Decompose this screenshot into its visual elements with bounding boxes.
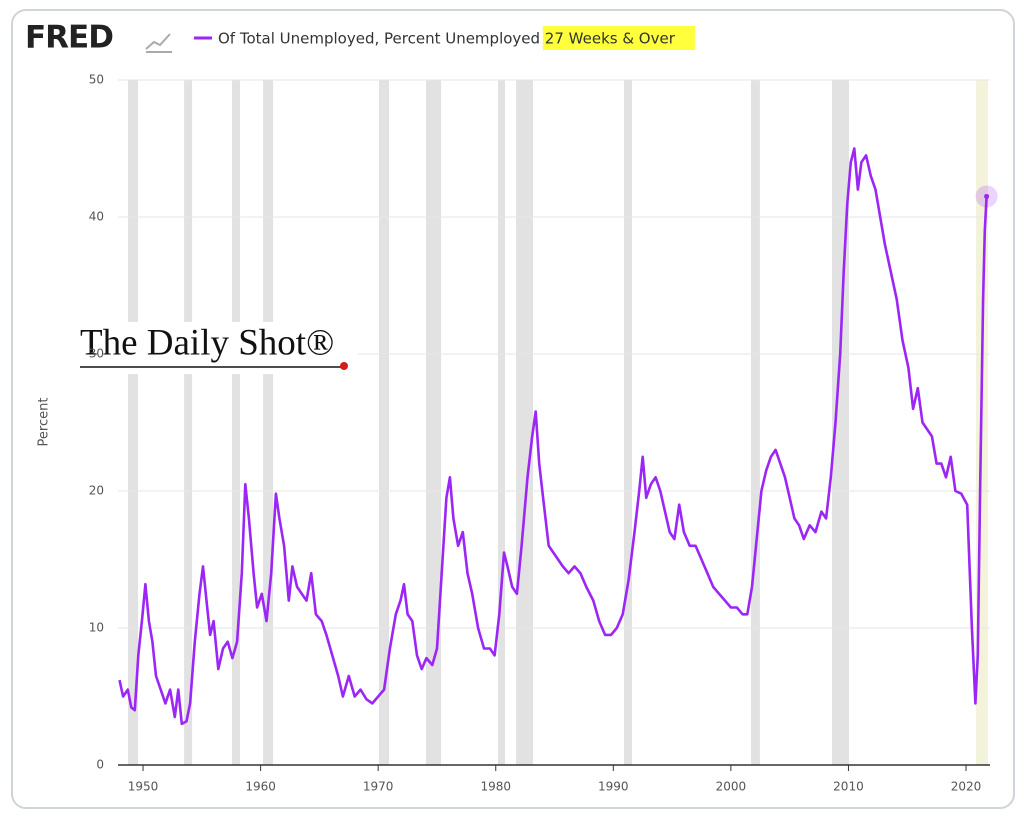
legend-label: Of Total Unemployed, Percent Unemployed … — [218, 30, 676, 48]
x-tick-label: 1950 — [128, 780, 159, 794]
recession-band — [426, 80, 442, 765]
y-tick-label: 10 — [89, 621, 104, 635]
y-axis-label: Percent — [37, 398, 52, 447]
recession-band — [127, 80, 138, 765]
legend-highlight — [542, 26, 695, 50]
recession-band — [379, 80, 389, 765]
recession-band — [624, 80, 633, 765]
x-tick-label: 1960 — [245, 780, 276, 794]
x-tick-label: 2010 — [833, 780, 864, 794]
x-tick-label: 1990 — [598, 780, 629, 794]
y-tick-label: 50 — [89, 73, 104, 87]
watermark-bg — [78, 322, 358, 374]
recession-band — [232, 80, 241, 765]
x-tick-label: 2020 — [951, 780, 982, 794]
x-tick-label: 2000 — [716, 780, 747, 794]
y-tick-label: 30 — [89, 347, 104, 361]
logo: FRED — [25, 20, 113, 56]
recession-band — [184, 80, 193, 765]
recession-band — [497, 80, 506, 765]
recession-band — [516, 80, 534, 765]
recession-band — [750, 80, 760, 765]
series-line — [118, 147, 988, 726]
x-tick-label: 1980 — [480, 780, 511, 794]
logo-icon — [145, 33, 172, 53]
watermark-dot — [340, 362, 348, 370]
y-tick-label: 40 — [89, 210, 104, 224]
recession-band — [263, 80, 274, 765]
y-tick-label: 0 — [96, 758, 104, 772]
frame — [11, 9, 1015, 809]
hover-point — [984, 193, 990, 199]
watermark: The Daily Shot® — [78, 322, 358, 374]
y-tick-label: 20 — [89, 484, 104, 498]
x-tick-label: 1970 — [363, 780, 394, 794]
watermark-text: The Daily Shot® — [80, 322, 334, 363]
